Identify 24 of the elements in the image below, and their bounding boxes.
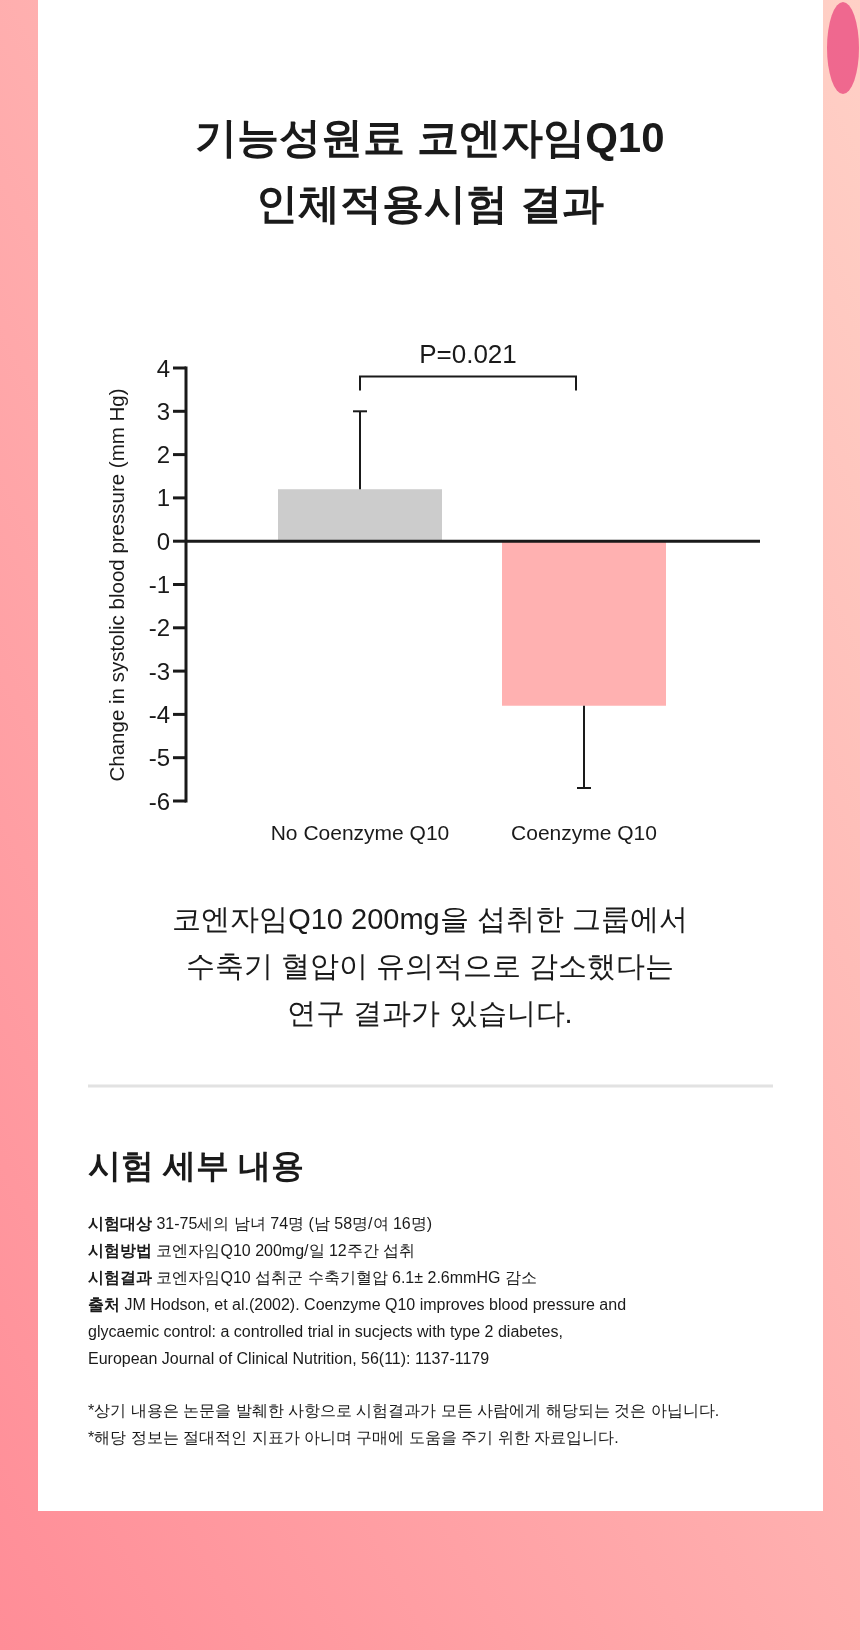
annotation: 출처 JM Hodson, et al.(2002). Coenzyme Q10 improves blood pressure and glycaemic control: a controlled trial in sucjects with type 2 diabetes, European Journal of Clinical Nutrition, 56(11): 1137-1179 bbox=[88, 1296, 627, 1367]
annotation: 시험대상 31-75세의 남녀 74명 (남 58명/여 16명) bbox=[88, 1215, 433, 1232]
ytick-label: -1 bbox=[148, 571, 170, 598]
annotation: *해당 정보는 절대적인 지표가 아니며 구매에 도움을 주기 위한 자료입니다. bbox=[88, 1429, 619, 1446]
annotation: 시험결과 코엔자임Q10 섭취군 수축기혈압 6.1± 2.6mmHG 감소 bbox=[88, 1269, 537, 1286]
ytick-label: 2 bbox=[156, 441, 170, 469]
ytick-label: -6 bbox=[148, 787, 170, 815]
ytick-label: -3 bbox=[148, 657, 170, 685]
ytick-label: 4 bbox=[156, 354, 170, 382]
ytick-label: -2 bbox=[148, 614, 170, 642]
ytick-label: 0 bbox=[156, 527, 170, 555]
ytick-label: 3 bbox=[156, 397, 170, 425]
annotation: *상기 내용은 논문을 발췌한 사항으로 시험결과가 모든 사람에게 해당되는 것은 아닙니다. bbox=[88, 1402, 720, 1419]
title: 기능성원료 코엔자임Q10 인체적용시험 결과 bbox=[195, 114, 665, 227]
ytick-label: 1 bbox=[156, 484, 170, 512]
annotation: 시험방법 코엔자임Q10 200mg/일 12주간 섭취 bbox=[88, 1242, 416, 1259]
annotation: P=0.021 bbox=[419, 339, 517, 369]
annotation: 시험 세부 내용 bbox=[88, 1147, 305, 1184]
ytick-label: -4 bbox=[148, 700, 170, 728]
ylabel: Change in systolic blood pressure (mm Hg) bbox=[105, 388, 128, 782]
xtick-label: No Coenzyme Q10 bbox=[270, 821, 450, 844]
ytick-label: -5 bbox=[148, 744, 170, 772]
xtick-label: Coenzyme Q10 bbox=[511, 821, 657, 844]
annotation: 코엔자임Q10 200mg을 섭취한 그룹에서 수축기 혈압이 유의적으로 감소했다는 연구 결과가 있습니다. bbox=[172, 903, 688, 1029]
